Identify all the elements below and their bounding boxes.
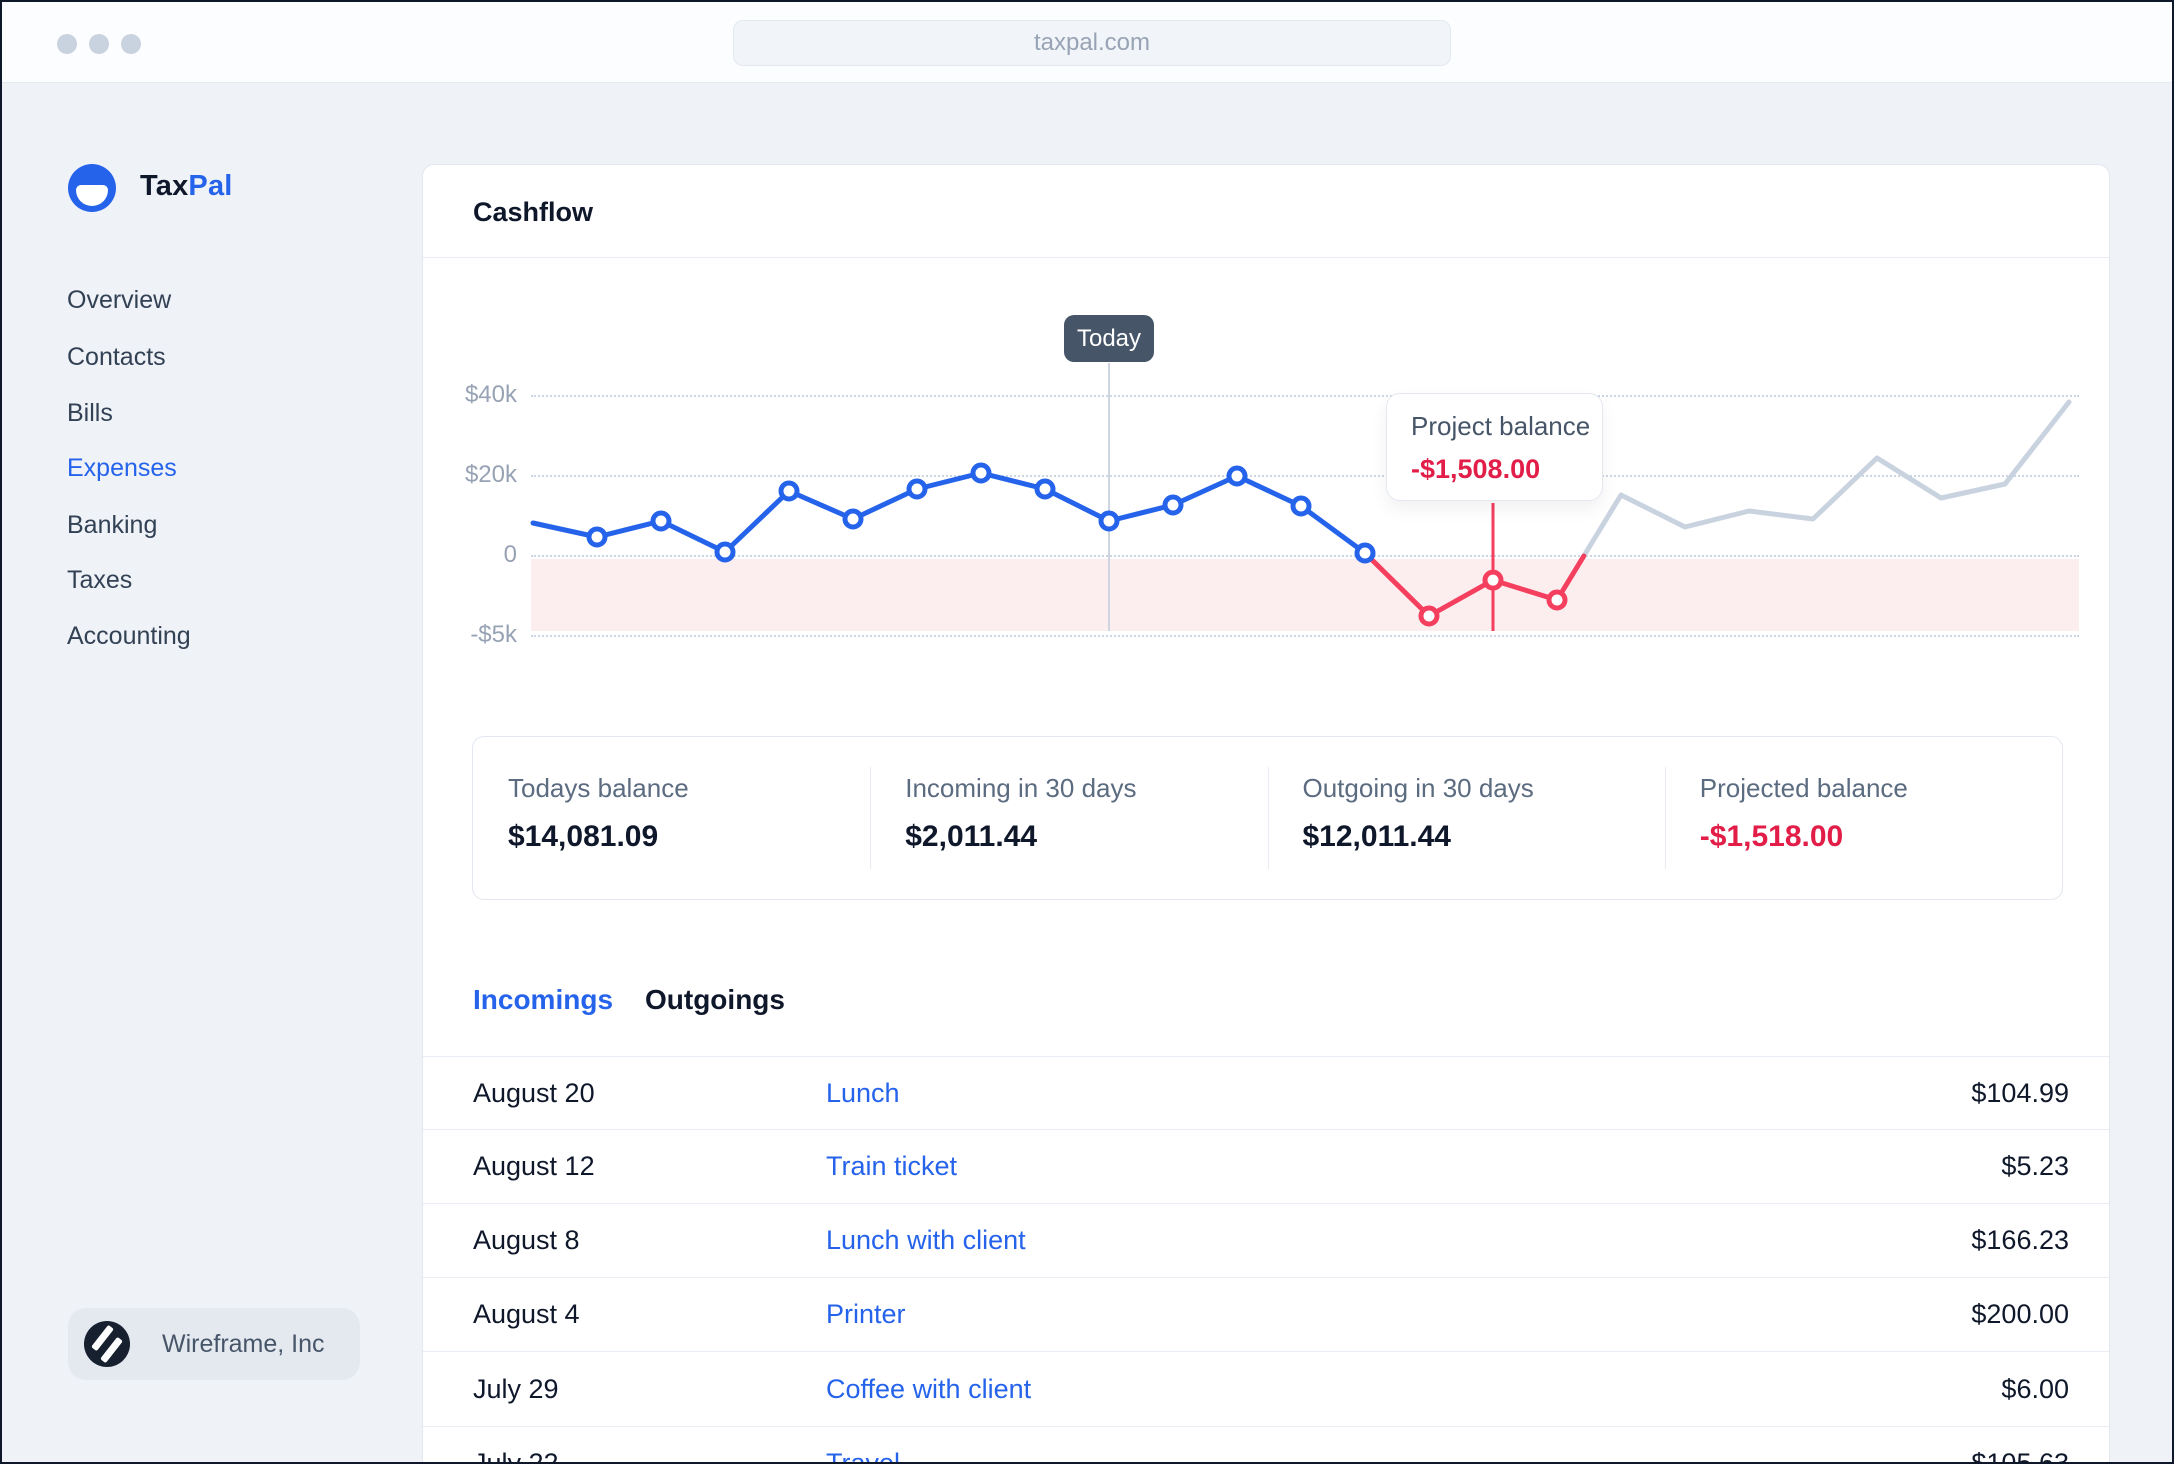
- transaction-date: July 22: [473, 1448, 559, 1464]
- stat-label: Incoming in 30 days: [905, 773, 1137, 803]
- brand-name-secondary: Pal: [188, 170, 233, 202]
- table-row: July 22 Travel $105.63: [423, 1426, 2109, 1464]
- table-row: August 20 Lunch $104.99: [423, 1056, 2109, 1129]
- transaction-amount: $105.63: [1971, 1448, 2069, 1464]
- transaction-amount: $6.00: [2001, 1373, 2069, 1404]
- transaction-amount: $5.23: [2001, 1151, 2069, 1181]
- workspace-name: Wireframe, Inc: [162, 1329, 325, 1358]
- page-title: Cashflow: [473, 197, 594, 227]
- stat-value: $2,011.44: [905, 820, 1038, 853]
- gridline: [531, 475, 2079, 477]
- stat-todays-balance: Todays balance $14,081.09: [473, 737, 870, 899]
- stats-summary: Todays balance $14,081.09 Incoming in 30…: [472, 736, 2063, 900]
- transaction-amount: $104.99: [1971, 1077, 2069, 1108]
- transaction-date: August 8: [473, 1225, 580, 1255]
- table-row: August 4 Printer $200.00: [423, 1277, 2109, 1351]
- brand-name-primary: Tax: [140, 170, 189, 202]
- transaction-date: August 20: [473, 1077, 595, 1108]
- workspace-switcher[interactable]: Wireframe, Inc: [68, 1308, 360, 1380]
- y-axis-tick: $40k: [464, 381, 517, 408]
- stat-label: Todays balance: [508, 773, 689, 803]
- stat-incoming-30-days: Incoming in 30 days $2,011.44: [870, 737, 1267, 899]
- project-balance-tooltip: Project balance -$1,508.00: [1386, 393, 1603, 501]
- y-axis-tick: $20k: [464, 461, 517, 488]
- table-row: July 29 Coffee with client $6.00: [423, 1351, 2109, 1426]
- transaction-link[interactable]: Travel: [826, 1448, 901, 1464]
- sidebar-item-accounting[interactable]: Accounting: [67, 622, 191, 650]
- y-axis-tick: 0: [503, 541, 517, 568]
- header-divider: [423, 257, 2109, 258]
- transaction-date: August 4: [473, 1299, 580, 1329]
- sidebar-item-contacts[interactable]: Contacts: [67, 343, 166, 371]
- transaction-amount: $166.23: [1971, 1225, 2069, 1255]
- stat-value: -$1,518.00: [1699, 820, 1844, 853]
- transaction-link[interactable]: Lunch: [826, 1077, 900, 1108]
- transaction-date: August 12: [473, 1151, 595, 1181]
- tab-incomings[interactable]: Incomings: [473, 984, 614, 1015]
- stat-outgoing-30-days: Outgoing in 30 days $12,011.44: [1267, 737, 1665, 899]
- taxpal-logo-icon: [68, 164, 116, 212]
- wireframe-logo-icon: [84, 1321, 130, 1367]
- sidebar-item-banking[interactable]: Banking: [67, 511, 158, 539]
- window-control-icon[interactable]: [57, 34, 77, 54]
- stat-value: $12,011.44: [1302, 820, 1452, 853]
- project-balance-label: Project balance: [1411, 411, 1591, 441]
- today-marker-line: [1108, 363, 1110, 631]
- today-tooltip: Today: [1064, 315, 1154, 362]
- y-axis-tick: -$5k: [470, 621, 517, 648]
- url-bar[interactable]: taxpal.com: [733, 20, 1451, 66]
- cashflow-card: Cashflow $40k $20k 0 -$5k Today Project …: [422, 164, 2110, 1464]
- gridline: [531, 555, 2079, 557]
- brand-name: TaxPal: [140, 170, 233, 203]
- project-balance-value: -$1,508.00: [1411, 454, 1541, 484]
- stat-projected-balance: Projected balance -$1,518.00: [1664, 737, 2062, 899]
- gridline: [531, 635, 2079, 637]
- transaction-link[interactable]: Printer: [826, 1299, 906, 1329]
- tab-outgoings[interactable]: Outgoings: [645, 984, 785, 1015]
- transaction-date: July 29: [473, 1373, 559, 1404]
- sidebar-item-expenses[interactable]: Expenses: [67, 454, 177, 482]
- cashflow-chart[interactable]: [530, 363, 2079, 663]
- transaction-link[interactable]: Train ticket: [826, 1151, 958, 1181]
- table-row: August 12 Train ticket $5.23: [423, 1129, 2109, 1203]
- stat-label: Projected balance: [1699, 773, 1908, 803]
- stat-label: Outgoing in 30 days: [1302, 773, 1534, 803]
- window-control-icon[interactable]: [89, 34, 109, 54]
- gridline: [531, 395, 2079, 397]
- transaction-link[interactable]: Coffee with client: [826, 1373, 1032, 1404]
- sidebar-item-taxes[interactable]: Taxes: [67, 566, 133, 594]
- sidebar-item-bills[interactable]: Bills: [67, 399, 113, 427]
- sidebar-item-overview[interactable]: Overview: [67, 286, 172, 314]
- browser-chrome: taxpal.com: [2, 2, 2172, 83]
- negative-balance-band: [531, 559, 2079, 631]
- stat-value: $14,081.09: [508, 820, 659, 853]
- transaction-link[interactable]: Lunch with client: [826, 1225, 1026, 1255]
- transaction-amount: $200.00: [1971, 1299, 2069, 1329]
- window-control-icon[interactable]: [121, 34, 141, 54]
- table-row: August 8 Lunch with client $166.23: [423, 1203, 2109, 1277]
